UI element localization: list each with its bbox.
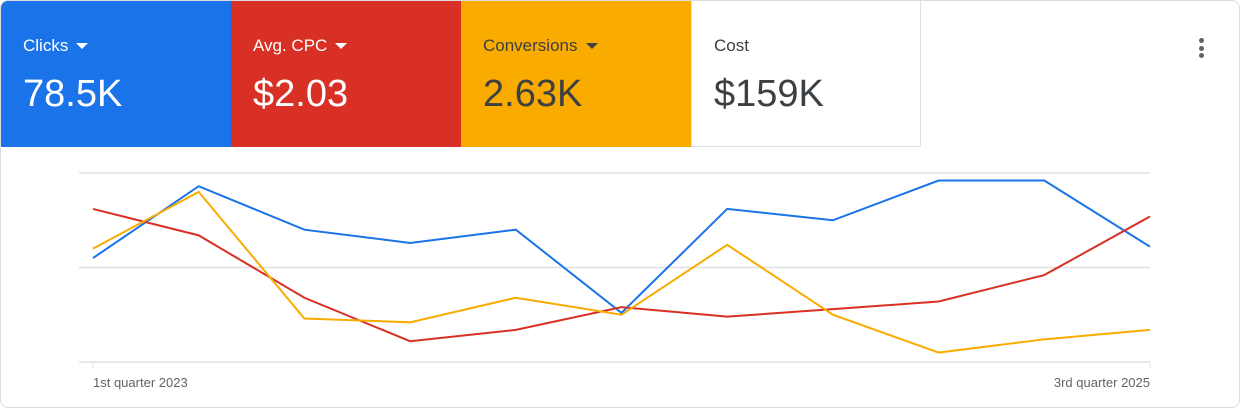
metric-value: $159K <box>714 73 824 115</box>
metric-label: Cost <box>714 36 749 55</box>
series-line-avg-cpc <box>92 207 1151 343</box>
metric-label: Conversions <box>483 36 578 55</box>
metric-tile-avg-cpc[interactable]: Avg. CPC $2.03 <box>231 1 461 147</box>
series-line-conversions <box>92 190 1151 354</box>
caret-down-icon <box>76 43 89 49</box>
metric-tile-clicks[interactable]: Clicks 78.5K <box>1 1 231 147</box>
metric-tile-cost[interactable]: Cost $159K <box>691 1 921 147</box>
metric-value: 78.5K <box>23 73 123 115</box>
x-tick-label-start: 1st quarter 2023 <box>93 375 188 390</box>
x-tick-label-end: 3rd quarter 2025 <box>1054 375 1150 390</box>
metric-label: Clicks <box>23 36 69 55</box>
metric-value: $2.03 <box>253 73 349 115</box>
caret-down-icon <box>335 43 348 49</box>
series-line-clicks <box>92 179 1151 315</box>
metric-tile-conversions[interactable]: Conversions 2.63K <box>461 1 691 147</box>
more-vert-icon[interactable] <box>1191 35 1211 61</box>
caret-down-icon <box>585 43 598 49</box>
metric-value: 2.63K <box>483 73 583 115</box>
metric-label: Avg. CPC <box>253 36 328 55</box>
